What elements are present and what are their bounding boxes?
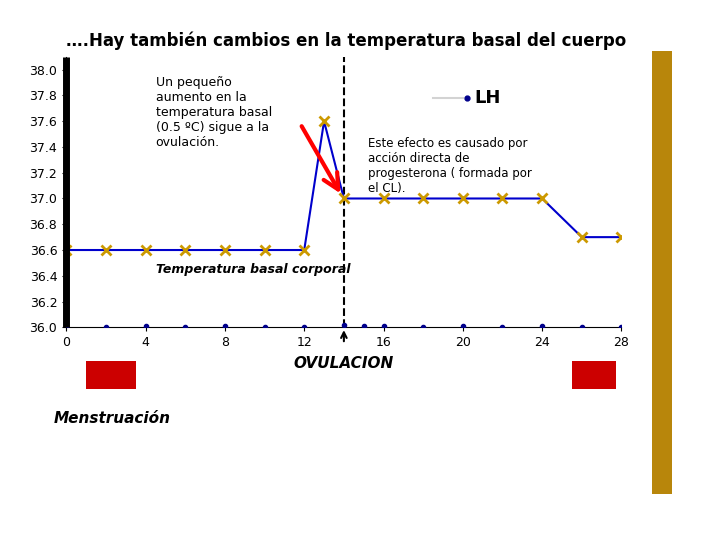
Bar	[572, 361, 616, 389]
Text: Menstruación: Menstruación	[53, 411, 171, 426]
Text: Este efecto es causado por
acción directa de
progesterona ( formada por
el CL).: Este efecto es causado por acción direct…	[368, 137, 531, 194]
Text: Temperatura basal corporal: Temperatura basal corporal	[156, 263, 350, 276]
Text: LH: LH	[474, 89, 501, 107]
Bar	[86, 361, 135, 389]
Text: Un pequeño
aumento en la
temperatura basal
(0.5 ºC) sigue a la
ovulación.: Un pequeño aumento en la temperatura bas…	[156, 76, 271, 149]
Text: ….Hay también cambios en la temperatura basal del cuerpo: ….Hay también cambios en la temperatura …	[66, 31, 626, 50]
Text: OVULACION: OVULACION	[294, 356, 394, 370]
